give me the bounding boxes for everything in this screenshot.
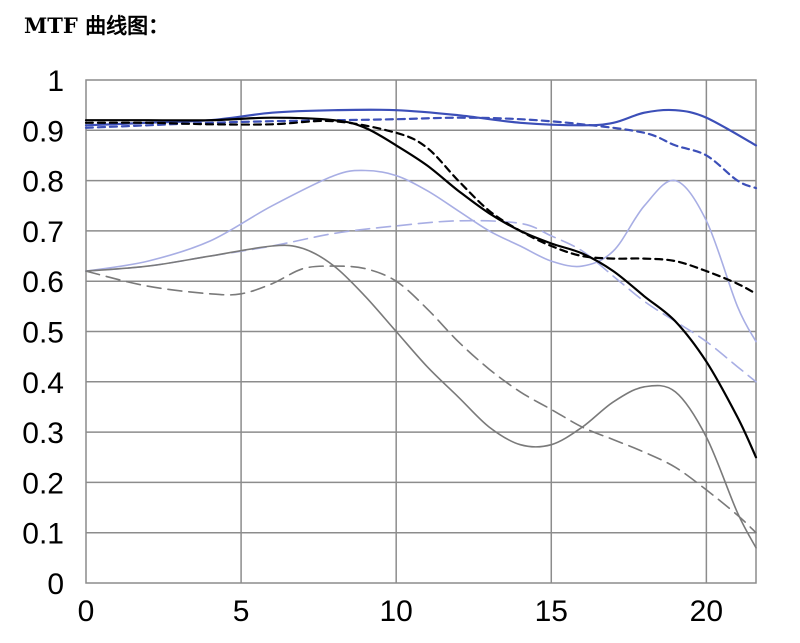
page-title: MTF 曲线图： [24,13,170,38]
x-tick-label: 15 [535,595,568,628]
y-tick-label: 0.7 [22,216,64,249]
series-line-5 [85,169,757,343]
series-line-7 [85,244,757,549]
y-tick-label: 0.5 [22,317,64,350]
x-tick-label: 5 [233,595,250,628]
series-line-2 [84,116,758,190]
y-tick-label: 0.2 [22,467,64,500]
y-tick-label: 1 [47,65,64,98]
y-tick-label: 0.3 [22,417,64,450]
x-tick-label: 0 [78,595,95,628]
x-tick-label: 20 [690,595,723,628]
x-tick-label: 10 [379,595,412,628]
y-tick-label: 0.6 [22,266,64,299]
y-tick-labels: 0 0.1 0.2 0.3 0.4 0.5 0.6 0.7 0.8 0.9 1 [22,65,64,601]
series-line-4 [84,119,758,295]
y-tick-label: 0.1 [22,518,64,551]
series-line-3 [84,116,758,459]
y-tick-label: 0.4 [22,367,64,400]
y-tick-label: 0 [47,568,64,601]
y-tick-label: 0.9 [22,115,64,148]
x-tick-labels: 0 5 10 15 20 [78,595,723,628]
series-line-8 [85,265,757,534]
grid-lines [86,80,756,583]
series-lines [84,108,758,549]
y-tick-label: 0.8 [22,166,64,199]
